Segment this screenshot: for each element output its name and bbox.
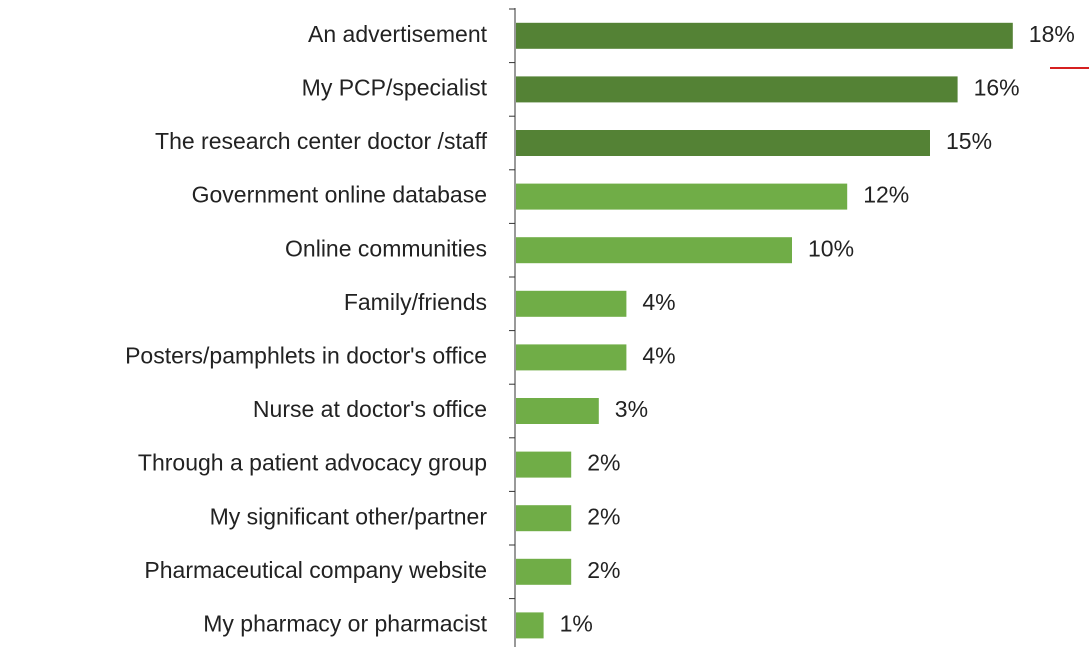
category-label: The research center doctor /staff — [155, 128, 488, 154]
category-label: An advertisement — [308, 21, 488, 47]
bar — [516, 558, 572, 585]
category-label: My significant other/partner — [210, 503, 488, 529]
bar — [516, 398, 599, 424]
category-label: Through a patient advocacy group — [138, 450, 487, 476]
data-label: 12% — [863, 182, 909, 208]
category-label: My PCP/specialist — [302, 74, 488, 100]
data-label: 15% — [946, 128, 992, 154]
bar — [516, 612, 544, 639]
data-label: 10% — [808, 235, 854, 261]
category-label: Posters/pamphlets in doctor's office — [125, 342, 487, 368]
data-label: 16% — [974, 74, 1020, 100]
data-label: 18% — [1029, 21, 1075, 47]
bar — [516, 451, 572, 478]
category-label: Government online database — [192, 182, 487, 208]
bar — [516, 130, 930, 156]
bar — [516, 237, 792, 264]
bar — [516, 344, 627, 371]
data-label: 3% — [615, 396, 648, 422]
category-label: Pharmaceutical company website — [144, 557, 487, 583]
bar — [516, 183, 848, 210]
bar — [516, 290, 627, 317]
data-label: 4% — [642, 342, 675, 368]
bar — [516, 505, 572, 532]
category-label: My pharmacy or pharmacist — [203, 610, 487, 636]
category-label: Family/friends — [344, 289, 487, 315]
data-label: 1% — [560, 610, 593, 636]
category-label: Online communities — [285, 235, 487, 261]
data-label: 2% — [587, 557, 620, 583]
bar — [516, 76, 958, 103]
data-label: 2% — [587, 503, 620, 529]
category-label: Nurse at doctor's office — [253, 396, 487, 422]
data-label: 4% — [642, 289, 675, 315]
bar — [516, 22, 1013, 49]
data-label: 2% — [587, 450, 620, 476]
